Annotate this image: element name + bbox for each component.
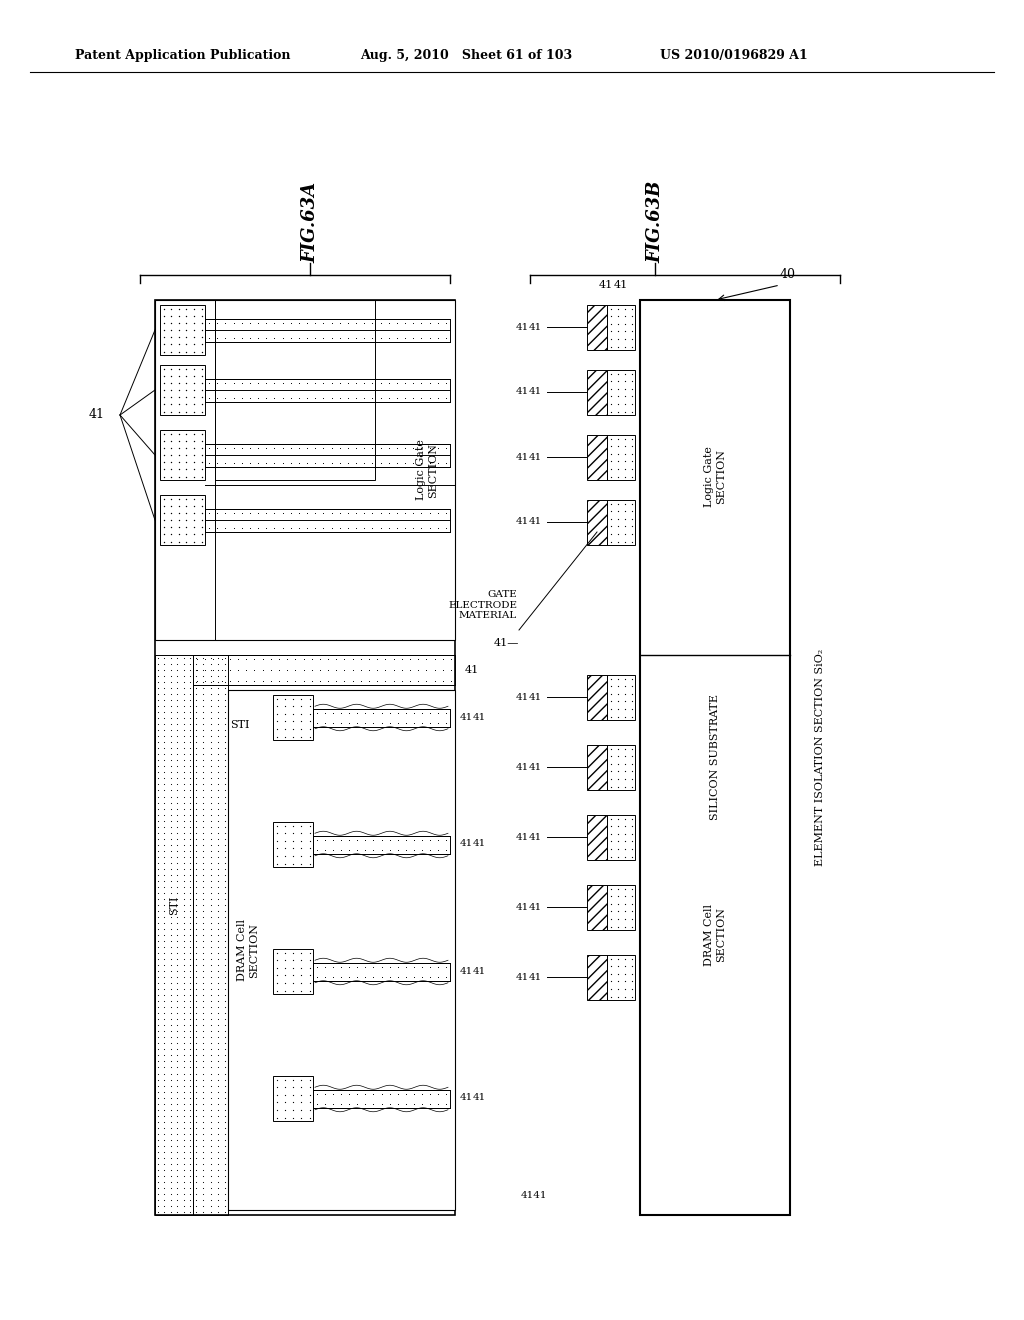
Bar xyxy=(607,675,635,719)
Bar xyxy=(273,949,313,994)
Text: 41: 41 xyxy=(473,713,486,722)
Text: 41: 41 xyxy=(528,388,542,396)
Bar xyxy=(587,305,607,350)
Bar xyxy=(273,696,313,741)
Text: 41: 41 xyxy=(516,517,529,527)
Text: 4141: 4141 xyxy=(520,1191,547,1200)
Bar xyxy=(313,1089,450,1107)
Text: US 2010/0196829 A1: US 2010/0196829 A1 xyxy=(660,49,808,62)
Text: 41: 41 xyxy=(516,388,529,396)
Text: DRAM Cell
SECTION: DRAM Cell SECTION xyxy=(705,904,726,966)
Bar xyxy=(193,655,455,685)
Bar xyxy=(607,814,635,861)
Bar xyxy=(228,690,455,1210)
Bar xyxy=(313,962,450,981)
Text: Logic Gate
SECTION: Logic Gate SECTION xyxy=(416,440,438,500)
Bar xyxy=(587,675,607,719)
Text: ELEMENT ISOLATION SECTION SiO₂: ELEMENT ISOLATION SECTION SiO₂ xyxy=(815,648,825,866)
Text: 41: 41 xyxy=(599,280,613,290)
Bar xyxy=(215,300,375,480)
Bar xyxy=(607,954,635,1001)
Bar xyxy=(607,370,635,414)
Bar xyxy=(273,822,313,867)
Text: DRAM Cell
SECTION: DRAM Cell SECTION xyxy=(238,919,259,981)
Text: 41: 41 xyxy=(89,408,105,421)
Text: STI: STI xyxy=(169,895,179,915)
Bar xyxy=(607,500,635,545)
Bar xyxy=(587,814,607,861)
Text: 41: 41 xyxy=(460,966,473,975)
Bar xyxy=(313,709,450,726)
Text: Aug. 5, 2010   Sheet 61 of 103: Aug. 5, 2010 Sheet 61 of 103 xyxy=(360,49,572,62)
Bar xyxy=(587,370,607,414)
Text: Logic Gate
SECTION: Logic Gate SECTION xyxy=(705,446,726,507)
Bar xyxy=(587,500,607,545)
Text: 41: 41 xyxy=(465,665,479,675)
Text: 41: 41 xyxy=(528,693,542,701)
Bar xyxy=(205,379,450,401)
Bar xyxy=(160,495,205,545)
Text: 41: 41 xyxy=(516,693,529,701)
Bar xyxy=(607,884,635,931)
Text: 41: 41 xyxy=(516,453,529,462)
Text: 41: 41 xyxy=(516,973,529,982)
Bar xyxy=(587,884,607,931)
Text: STI: STI xyxy=(230,719,250,730)
Text: 41: 41 xyxy=(528,903,542,912)
Bar xyxy=(587,954,607,1001)
Bar xyxy=(313,836,450,854)
Text: 41: 41 xyxy=(473,840,486,849)
Bar xyxy=(205,319,450,342)
Text: 41: 41 xyxy=(528,322,542,331)
Bar xyxy=(155,300,455,640)
Text: 40: 40 xyxy=(780,268,796,281)
Text: 41: 41 xyxy=(516,763,529,771)
Text: 41: 41 xyxy=(516,322,529,331)
Bar xyxy=(607,305,635,350)
Text: 41: 41 xyxy=(613,280,628,290)
Bar xyxy=(193,655,228,1214)
Text: 41—: 41— xyxy=(494,638,519,648)
Text: SILICON SUBSTRATE: SILICON SUBSTRATE xyxy=(710,694,720,820)
Bar xyxy=(273,1076,313,1121)
Bar xyxy=(587,436,607,480)
Text: FIG.63B: FIG.63B xyxy=(646,181,664,263)
Bar xyxy=(205,510,450,532)
Text: 41: 41 xyxy=(516,833,529,842)
Text: GATE
ELECTRODE
MATERIAL: GATE ELECTRODE MATERIAL xyxy=(449,590,517,620)
Text: 41: 41 xyxy=(473,966,486,975)
Text: Patent Application Publication: Patent Application Publication xyxy=(75,49,291,62)
Bar xyxy=(160,366,205,414)
Text: 41: 41 xyxy=(460,713,473,722)
Bar xyxy=(205,444,450,466)
Text: 41: 41 xyxy=(528,517,542,527)
Text: 41: 41 xyxy=(528,453,542,462)
Bar xyxy=(155,655,193,1214)
Text: 41: 41 xyxy=(528,763,542,771)
Text: 41: 41 xyxy=(528,973,542,982)
Text: FIG.63A: FIG.63A xyxy=(301,181,319,263)
Text: 41: 41 xyxy=(460,1093,473,1102)
Bar xyxy=(607,436,635,480)
Text: 41: 41 xyxy=(460,840,473,849)
Bar xyxy=(160,430,205,480)
Text: 41: 41 xyxy=(473,1093,486,1102)
Bar xyxy=(587,744,607,789)
Text: 41: 41 xyxy=(528,833,542,842)
Bar xyxy=(640,300,790,1214)
Bar xyxy=(607,744,635,789)
Bar xyxy=(155,300,455,1214)
Bar xyxy=(160,305,205,355)
Text: 41: 41 xyxy=(516,903,529,912)
